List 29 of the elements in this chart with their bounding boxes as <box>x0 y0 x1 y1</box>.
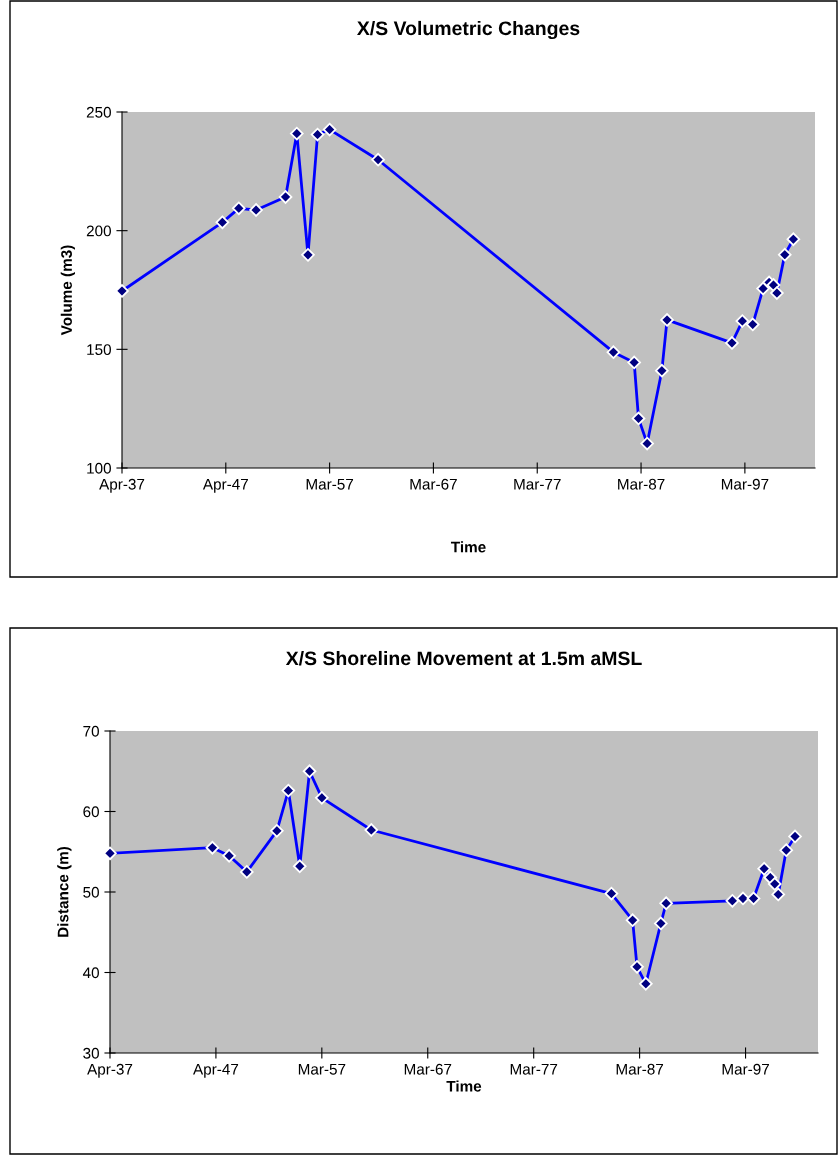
x-tick-label: Mar-87 <box>618 478 665 490</box>
x-tick-label: Mar-87 <box>616 1063 664 1075</box>
y-tick-label: 150 <box>87 344 111 356</box>
y-tick-label: 70 <box>83 725 99 737</box>
x-axis-title: Time <box>450 541 486 553</box>
y-tick-label: 200 <box>86 225 111 237</box>
y-tick-label: 50 <box>83 886 99 898</box>
chart-title: X/S Shoreline Movement at 1.5m aMSL <box>285 650 642 666</box>
chart-title: X/S Volumetric Changes <box>357 20 580 40</box>
y-tick-label: 100 <box>87 462 111 474</box>
x-tick-label: Apr-37 <box>99 478 145 493</box>
y-axis-title: Volume (m3) <box>60 245 75 336</box>
x-tick-label: Apr-47 <box>202 478 248 493</box>
x-tick-label: Mar-77 <box>510 1063 558 1075</box>
y-tick-label: 30 <box>83 1047 99 1059</box>
x-tick-label: Mar-57 <box>298 1063 346 1075</box>
x-tick-label: Mar-67 <box>404 1063 452 1075</box>
y-axis-title: Distance (m) <box>57 846 72 937</box>
x-tick-label: Apr-37 <box>87 1063 133 1078</box>
x-tick-label: Apr-47 <box>193 1063 239 1078</box>
x-axis-title: Time <box>446 1080 482 1092</box>
x-tick-label: Mar-97 <box>722 1063 769 1075</box>
y-tick-label: 60 <box>83 806 99 818</box>
x-tick-label: Mar-77 <box>514 478 561 490</box>
y-tick-label: 250 <box>86 106 111 118</box>
y-tick-label: 40 <box>82 967 99 979</box>
x-tick-label: Mar-67 <box>410 478 457 490</box>
x-tick-label: Mar-57 <box>306 478 354 490</box>
x-tick-label: Mar-97 <box>721 478 769 490</box>
